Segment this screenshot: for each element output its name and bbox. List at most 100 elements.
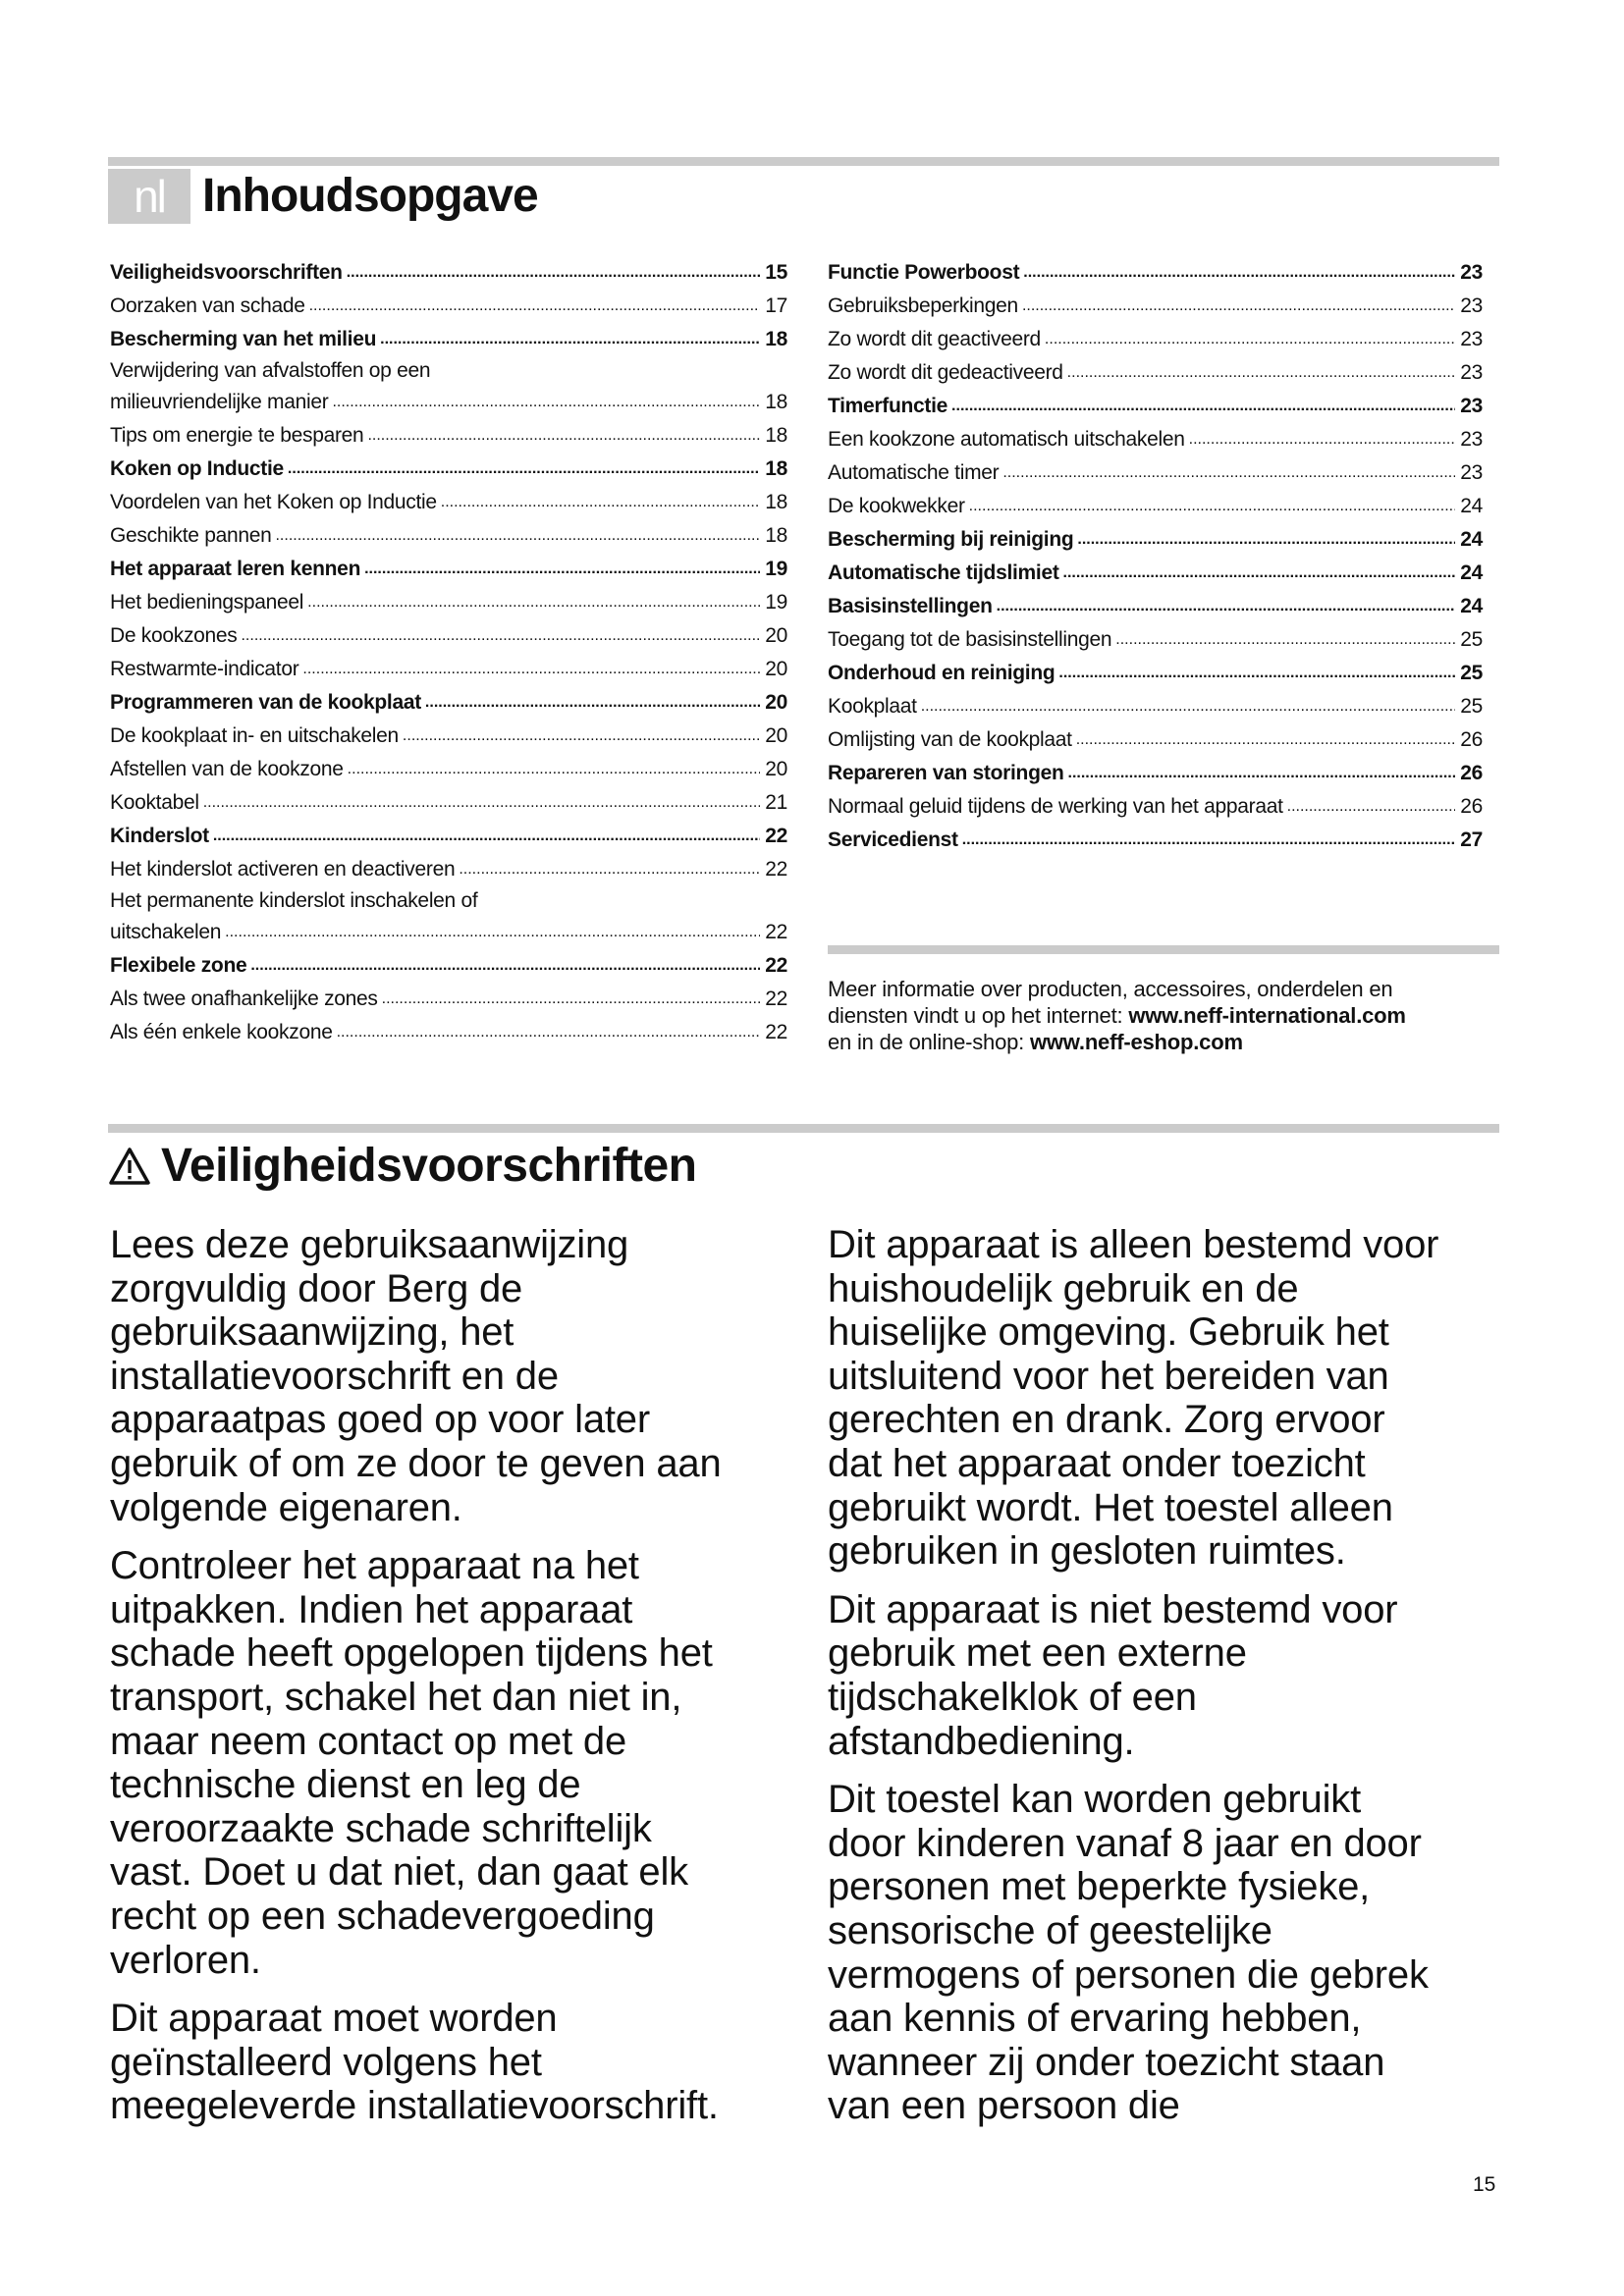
dot-leader [307,584,760,619]
dot-leader [337,1014,760,1049]
paragraph-line: Dit apparaat is niet bestemd voor [828,1587,1398,1631]
toc-entry[interactable]: Onderhoud en reiniging 25 [828,657,1483,690]
dot-leader [1115,621,1455,657]
toc-entry[interactable]: Automatische timer 23 [828,456,1483,490]
toc-entry[interactable]: Bescherming van het milieu 18 [110,323,787,356]
toc-entry-page: 26 [1460,795,1483,818]
toc-entry-page: 20 [765,691,787,714]
toc-entry[interactable]: Koken op Inductie 18 [110,453,787,486]
toc-entry[interactable]: Functie Powerboost 23 [828,256,1483,290]
dot-leader [250,947,760,983]
toc-entry-title: Flexibele zone [110,954,247,977]
toc-entry[interactable]: Kooktabel 21 [110,786,787,820]
paragraph-line: aan kennis of ervaring hebben, [828,1997,1362,2041]
toc-entry-title: Timerfunctie [828,395,948,417]
toc-entry[interactable]: De kookzones 20 [110,619,787,653]
toc-entry-page: 23 [1460,261,1483,284]
toc-entry[interactable]: Basisinstellingen 24 [828,590,1483,623]
body-left-column: Lees deze gebruiksaanwijzing zorgvuldig d… [110,1223,722,2143]
toc-entry[interactable]: Oorzaken van schade 17 [110,290,787,323]
toc-entry[interactable]: Als één enkele kookzone 22 [110,1016,787,1049]
toc-entry[interactable]: Zo wordt dit geactiveerd 23 [828,323,1483,356]
toc-entry[interactable]: De kookplaat in- en uitschakelen 20 [110,720,787,753]
toc-entry[interactable]: Het kinderslot activeren en deactiveren 2… [110,853,787,886]
paragraph-line: zorgvuldig door Berg de [110,1266,523,1310]
toc-entry-title: Geschikte pannen [110,524,272,547]
toc-entry[interactable]: Normaal geluid tijdens de werking van he… [828,790,1483,824]
toc-entry[interactable]: Servicedienst 27 [828,824,1483,857]
toc-entry[interactable]: Het apparaat leren kennen 19 [110,553,787,586]
toc-entry-title: Kinderslot [110,825,209,847]
toc-entry-title: Servicedienst [828,828,958,851]
toc-entry[interactable]: Afstellen van de kookzone 20 [110,753,787,786]
toc-entry[interactable]: Restwarmte-indicator 20 [110,653,787,686]
toc-entry[interactable]: Kinderslot 22 [110,820,787,853]
toc-entry[interactable]: Verwijdering van afvalstoffen op een [110,356,787,386]
dot-leader [1023,254,1455,290]
toc-entry[interactable]: Een kookzone automatisch uitschakelen 23 [828,423,1483,456]
toc-entry[interactable]: Flexibele zone 22 [110,949,787,983]
toc-entry[interactable]: uitschakelen 22 [110,916,787,949]
toc-entry[interactable]: Veiligheidsvoorschriften 15 [110,256,787,290]
toc-entry[interactable]: Tips om energie te besparen 18 [110,419,787,453]
toc-left-column: Veiligheidsvoorschriften 15 Oorzaken van s… [110,256,787,1049]
toc-entry[interactable]: Zo wordt dit gedeactiveerd 23 [828,356,1483,390]
toc-entry-title: Koken op Inductie [110,457,284,480]
toc-entry-page: 22 [765,1021,787,1043]
paragraph-line: gebruik met een externe [828,1631,1247,1676]
toc-entry[interactable]: Gebruiksbeperkingen 23 [828,290,1483,323]
toc-entry-title: De kookzones [110,624,238,647]
toc-entry-page: 18 [765,328,787,350]
toc-entry-page: 22 [765,954,787,977]
info-rule [828,945,1499,954]
toc-entry-page: 18 [765,424,787,447]
paragraph-line: van een persoon die [828,2084,1180,2128]
toc-entry[interactable]: Kookplaat 25 [828,690,1483,723]
toc-entry[interactable]: De kookwekker 24 [828,490,1483,523]
toc-entry-page: 18 [765,391,787,413]
toc-entry-page: 25 [1460,662,1483,684]
toc-entry-title: Programmeren van de kookplaat [110,691,421,714]
toc-entry[interactable]: Geschikte pannen 18 [110,519,787,553]
toc-entry[interactable]: Toegang tot de basisinstellingen 25 [828,623,1483,657]
toc-entry[interactable]: Bescherming bij reiniging 24 [828,523,1483,557]
toc-entry[interactable]: Automatische tijdslimiet 24 [828,557,1483,590]
toc-entry[interactable]: Timerfunctie 23 [828,390,1483,423]
toc-entry-title: De kookplaat in- en uitschakelen [110,724,399,747]
toc-entry-title: uitschakelen [110,921,222,943]
toc-entry[interactable]: Omlijsting van de kookplaat 26 [828,723,1483,757]
dot-leader [225,914,760,949]
paragraph-line: tijdschakelklok of een [828,1675,1197,1719]
toc-entry-title: Normaal geluid tijdens de werking van he… [828,795,1283,818]
toc-entry-title: Bescherming bij reiniging [828,528,1074,551]
toc-entry[interactable]: Voordelen van het Koken op Inductie 18 [110,486,787,519]
dot-leader [403,718,760,753]
toc-entry-title: Het bedieningspaneel [110,591,304,614]
dot-leader [1022,288,1455,323]
neff-international-link[interactable]: www.neff-international.com [1128,1003,1406,1028]
dot-leader [1189,421,1455,456]
toc-entry[interactable]: milieuvriendelijke manier 18 [110,386,787,419]
toc-entry-page: 15 [765,261,787,284]
toc-entry[interactable]: Het permanente kinderslot inschakelen of [110,886,787,916]
toc-entry[interactable]: Het bedieningspaneel 19 [110,586,787,619]
paragraph: Controleer het apparaat na het uitpakken.… [110,1544,722,1982]
neff-eshop-link[interactable]: www.neff-eshop.com [1029,1030,1243,1054]
toc-entry[interactable]: Repareren van storingen 26 [828,757,1483,790]
info-line-3-text: en in de online-shop: [828,1030,1030,1054]
toc-entry[interactable]: Als twee onafhankelijke zones 22 [110,983,787,1016]
dot-leader [347,254,760,290]
toc-entry[interactable]: Programmeren van de kookplaat 20 [110,686,787,720]
paragraph-line: gerechten en drank. Zorg ervoor [828,1398,1385,1442]
dot-leader [969,488,1455,523]
toc-entry-page: 23 [1460,361,1483,384]
toc-right-column: Functie Powerboost 23 Gebruiksbeperkingen 2… [828,256,1483,857]
toc-entry-page: 17 [765,294,787,317]
page-title: Inhoudsopgave [202,170,539,222]
section-heading: Veiligheidsvoorschriften [108,1139,697,1194]
info-text: Meer informatie over producten, accessoi… [828,976,1406,1055]
paragraph: Dit apparaat is alleen bestemd voor huish… [828,1223,1438,1574]
dot-leader [382,981,760,1016]
toc-entry-page: 20 [765,658,787,680]
dot-leader [1045,321,1455,356]
